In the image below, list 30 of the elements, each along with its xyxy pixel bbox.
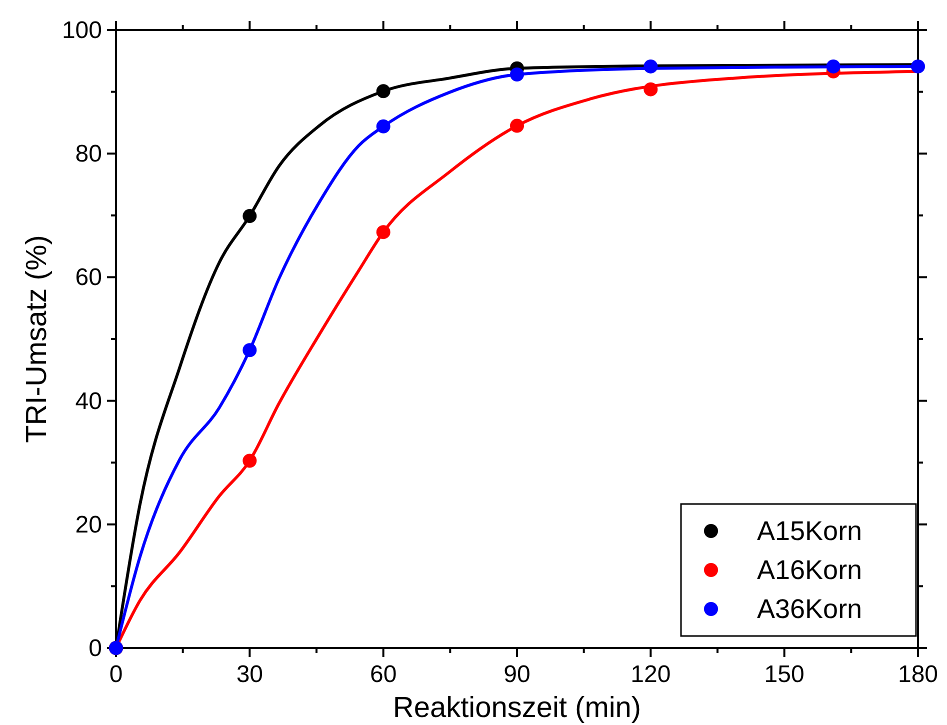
point: [826, 59, 840, 74]
y-axis-title: TRI-Umsatz (%): [21, 235, 53, 443]
x-tick-label: 150: [764, 661, 804, 688]
point: [376, 225, 390, 240]
y-tick-label: 60: [75, 264, 102, 292]
x-tick-label: 0: [109, 661, 123, 688]
legend-label: A16Korn: [757, 555, 862, 585]
point: [376, 119, 390, 134]
x-tick-label: 90: [504, 661, 530, 688]
point: [644, 82, 658, 96]
point: [376, 84, 390, 98]
x-tick-label: 30: [236, 661, 264, 688]
y-tick-label: 80: [75, 140, 102, 168]
y-tick-label: 40: [75, 388, 102, 415]
point: [911, 59, 925, 74]
point: [242, 209, 257, 224]
y-tick-label: 20: [75, 511, 102, 538]
point: [644, 59, 658, 74]
point: [510, 118, 524, 133]
y-tick-label: 100: [62, 17, 102, 44]
x-tick-label: 180: [898, 661, 938, 688]
x-axis-title: Reaktionszeit (min): [392, 692, 642, 724]
y-tick-label: 0: [88, 635, 102, 662]
legend-label: A36Korn: [757, 594, 862, 624]
x-tick-label: 120: [630, 661, 671, 688]
legend-label: A15Korn: [757, 516, 862, 546]
x-tick-label: 60: [370, 661, 397, 688]
point: [242, 343, 257, 358]
point: [510, 67, 524, 82]
point: [242, 454, 257, 468]
